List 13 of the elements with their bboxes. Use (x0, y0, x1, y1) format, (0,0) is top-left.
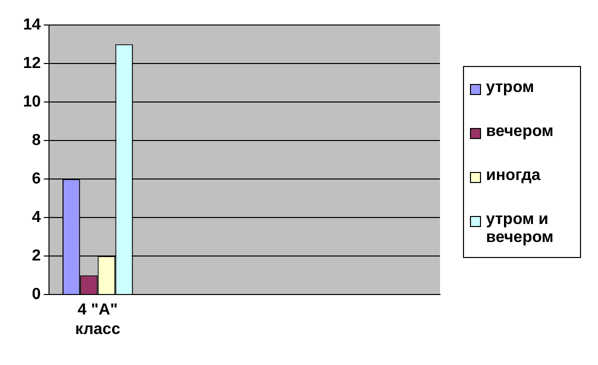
legend-label: утром и вечером (486, 211, 554, 247)
y-tick-label: 14 (23, 16, 41, 34)
y-tick-label: 4 (32, 208, 41, 226)
legend-label: утром (486, 79, 534, 97)
y-tick-label: 6 (32, 170, 41, 188)
legend-label: вечером (486, 123, 554, 141)
y-tick-label: 8 (32, 132, 41, 149)
y-tick-label: 0 (32, 286, 41, 304)
x-tick-label: 4 "A" класс (75, 302, 120, 338)
y-tick-label: 12 (23, 54, 41, 72)
y-tick-label: 2 (32, 247, 41, 264)
y-tick-label: 10 (23, 93, 41, 110)
legend-label: иногда (486, 167, 540, 185)
